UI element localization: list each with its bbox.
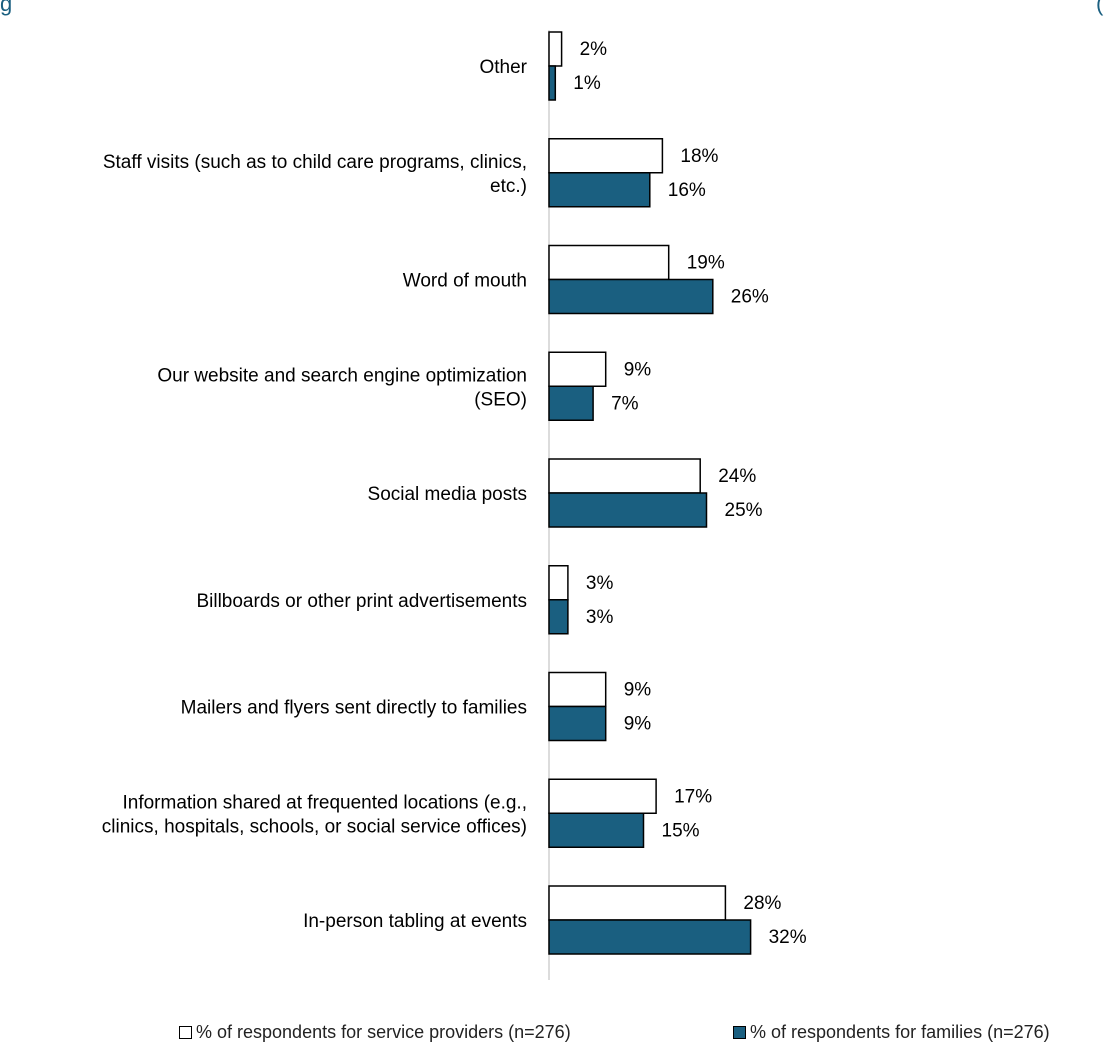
category-label-line: Word of mouth xyxy=(403,271,527,292)
category-label-line: (SEO) xyxy=(474,389,527,410)
bars-layer: Other 2% 1% Staff visits (such as to child … xyxy=(102,31,807,955)
category-label: Social media posts xyxy=(368,484,527,505)
category-label-line: Social media posts xyxy=(368,484,527,505)
bar-service-providers xyxy=(548,244,670,281)
bar-families xyxy=(548,599,569,635)
data-label-service-providers: 19% xyxy=(687,253,725,274)
category-label-line: Our website and search engine optimizati… xyxy=(157,365,527,386)
category-label-line: etc.) xyxy=(490,176,527,197)
category-label-line: Other xyxy=(479,57,527,78)
legend-item-families: % of respondents for families (n=276) xyxy=(733,1022,1050,1043)
legend: % of respondents for service providers (… xyxy=(0,1022,1111,1046)
data-label-families: 7% xyxy=(611,393,639,414)
data-label-service-providers: 24% xyxy=(718,466,756,487)
bar-service-providers xyxy=(548,351,607,387)
data-label-families: 26% xyxy=(731,287,769,308)
data-label-families: 32% xyxy=(769,927,807,948)
header-fragment: g xyxy=(0,0,12,16)
bar-families xyxy=(548,705,607,742)
legend-label-families: % of respondents for families (n=276) xyxy=(750,1022,1050,1042)
bar-service-providers xyxy=(548,138,664,174)
data-label-service-providers: 3% xyxy=(586,573,614,594)
bar-families xyxy=(548,65,557,101)
data-label-families: 3% xyxy=(586,607,614,628)
bar-families xyxy=(548,172,651,208)
bar-service-providers xyxy=(548,458,701,494)
category-label-line: Billboards or other print advertisements xyxy=(196,591,527,612)
category-label: Word of mouth xyxy=(403,271,527,292)
data-label-service-providers: 18% xyxy=(680,146,718,167)
bar-families xyxy=(548,278,714,315)
bar-families xyxy=(548,812,645,848)
category-label-line: Information shared at frequented locatio… xyxy=(122,792,527,813)
category-label: In-person tabling at events xyxy=(303,911,527,932)
category-label: Mailers and flyers sent directly to fami… xyxy=(181,698,527,719)
bar-service-providers xyxy=(548,671,607,708)
category-label: Other xyxy=(479,57,527,78)
bar-service-providers xyxy=(548,885,727,921)
bar-families xyxy=(548,492,708,528)
category-label: Billboards or other print advertisements xyxy=(196,591,527,612)
category-label: Our website and search engine optimizati… xyxy=(157,365,527,410)
legend-swatch-service-providers xyxy=(179,1026,192,1039)
legend-item-service-providers: % of respondents for service providers (… xyxy=(179,1022,571,1043)
bar-service-providers xyxy=(548,31,563,67)
data-label-service-providers: 9% xyxy=(624,359,652,380)
data-label-service-providers: 2% xyxy=(580,39,608,60)
bar-families xyxy=(548,385,594,421)
data-label-families: 15% xyxy=(662,820,700,841)
data-label-families: 1% xyxy=(573,73,601,94)
category-label-line: In-person tabling at events xyxy=(303,911,527,932)
category-label-line: Staff visits (such as to child care prog… xyxy=(103,152,527,173)
bar-service-providers xyxy=(548,565,569,601)
category-label: Staff visits (such as to child care prog… xyxy=(103,152,527,197)
data-label-service-providers: 9% xyxy=(624,680,652,701)
header-fragment-right: ( xyxy=(1096,0,1104,16)
bar-service-providers xyxy=(548,778,657,814)
category-label: Information shared at frequented locatio… xyxy=(102,792,527,837)
data-label-families: 9% xyxy=(624,714,652,735)
data-label-families: 25% xyxy=(725,500,763,521)
legend-swatch-families xyxy=(733,1026,746,1039)
legend-label-service-providers: % of respondents for service providers (… xyxy=(196,1022,571,1042)
bar-families xyxy=(548,919,752,955)
category-label-line: clinics, hospitals, schools, or social s… xyxy=(102,816,527,837)
data-label-families: 16% xyxy=(668,180,706,201)
data-label-service-providers: 17% xyxy=(674,786,712,807)
category-label-line: Mailers and flyers sent directly to fami… xyxy=(181,698,527,719)
data-label-service-providers: 28% xyxy=(743,893,781,914)
